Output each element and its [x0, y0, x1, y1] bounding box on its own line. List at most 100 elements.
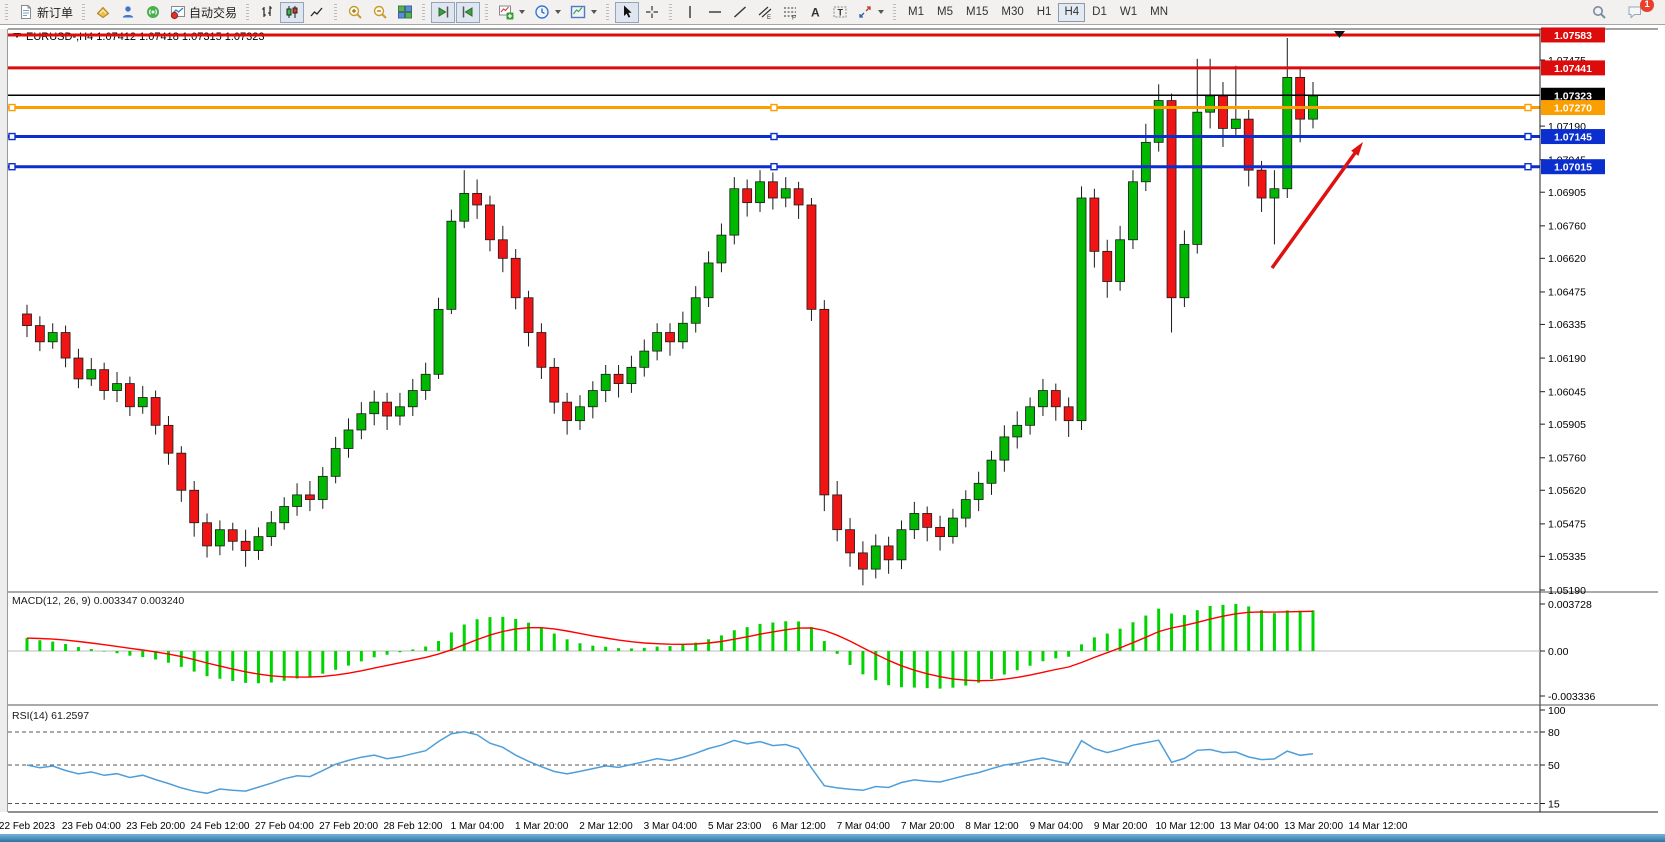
time-label: 27 Feb 20:00	[319, 821, 378, 832]
shapes-icon	[859, 6, 871, 18]
line-handle[interactable]	[1524, 103, 1532, 112]
toolbar-group	[245, 1, 333, 23]
horizontal-line-button[interactable]	[703, 2, 727, 23]
timeframe-d1-button[interactable]: D1	[1092, 6, 1107, 18]
label-button[interactable]: T	[828, 2, 852, 23]
signals-button[interactable]	[141, 2, 165, 23]
line-handle[interactable]	[8, 162, 16, 171]
timeframe-h4-button[interactable]: H4	[1058, 2, 1086, 22]
svg-text:1.05905: 1.05905	[1548, 419, 1586, 431]
crosshair-button[interactable]	[640, 2, 664, 23]
trendline-button[interactable]	[728, 2, 752, 23]
search-button[interactable]	[1587, 2, 1611, 23]
time-label: 3 Mar 04:00	[644, 821, 698, 832]
time-label: 27 Feb 04:00	[255, 821, 314, 832]
label-icon: T	[833, 6, 847, 18]
line-handle[interactable]	[1524, 162, 1532, 171]
rsi-indicator-value: 61.2597	[51, 710, 90, 722]
price-badge-1.07323: 1.07323	[1554, 90, 1592, 102]
periods-button[interactable]	[530, 2, 565, 23]
chart-shift-marker[interactable]	[1334, 31, 1345, 38]
auto-scroll-button[interactable]	[431, 1, 456, 23]
vertical-line-button[interactable]	[678, 2, 702, 23]
zoom-in-button[interactable]	[343, 2, 367, 23]
svg-text:1.06760: 1.06760	[1548, 221, 1586, 233]
timeframe-w1-button[interactable]: W1	[1119, 6, 1138, 18]
shapes-button[interactable]	[853, 2, 888, 23]
time-label: 23 Feb 20:00	[126, 821, 185, 832]
time-label: 22 Feb 2023	[0, 821, 56, 832]
line-chart-button[interactable]	[305, 2, 329, 23]
time-label: 13 Mar 20:00	[1284, 821, 1343, 832]
zoom-out-button[interactable]	[368, 2, 392, 23]
chart-shift-button[interactable]	[456, 1, 481, 23]
svg-text:15: 15	[1548, 798, 1560, 810]
equidistant-channel-button[interactable]: E	[753, 2, 777, 23]
svg-text:1.06475: 1.06475	[1548, 287, 1586, 299]
time-label: 7 Mar 04:00	[837, 821, 891, 832]
zoom-out-icon	[373, 5, 387, 19]
line-handle[interactable]	[8, 103, 16, 112]
tile-windows-icon	[398, 5, 413, 19]
timeframe-m15-button[interactable]: M15	[966, 6, 989, 18]
new-order-button-label: 新订单	[37, 5, 74, 20]
text-button[interactable]: A	[803, 2, 827, 23]
market-gold-button[interactable]	[91, 2, 115, 23]
line-handle[interactable]	[770, 132, 778, 141]
community-button[interactable]	[116, 2, 140, 23]
line-handle[interactable]	[770, 162, 778, 171]
svg-text:1.05190: 1.05190	[1548, 585, 1586, 597]
macd-histogram	[25, 604, 1315, 689]
timeframe-m30-button[interactable]: M30	[1001, 6, 1024, 18]
bar-chart-icon	[262, 6, 272, 17]
toolbar-group	[484, 2, 605, 23]
vertical-line-icon	[689, 6, 691, 18]
time-label: 8 Mar 12:00	[965, 821, 1019, 832]
timeframe-m1-button[interactable]: M1	[908, 6, 925, 18]
line-handle[interactable]	[1524, 132, 1532, 141]
price-badge-1.07145: 1.07145	[1554, 132, 1592, 144]
candlesticks	[22, 37, 1318, 586]
bar-chart-button[interactable]	[255, 2, 279, 23]
chevron-down-icon	[519, 10, 526, 14]
chart-title: EURUSD-,H4 1.07412 1.07418 1.07315 1.073…	[26, 31, 265, 43]
price-badge-1.07583: 1.07583	[1554, 30, 1592, 42]
candlestick-chart-button[interactable]	[280, 1, 305, 23]
toolbar-group	[333, 2, 421, 23]
time-label: 7 Mar 20:00	[901, 821, 955, 832]
line-handle[interactable]	[8, 132, 16, 141]
templates-button[interactable]	[566, 2, 601, 23]
timeframe-m5-button[interactable]: M5	[937, 6, 953, 18]
timeframe-mn-button[interactable]: MN	[1150, 6, 1168, 18]
left-gutter	[0, 29, 7, 812]
cursor-button[interactable]	[615, 1, 640, 23]
line-handle[interactable]	[770, 103, 778, 112]
text-icon: A	[811, 6, 820, 20]
svg-text:-0.003336: -0.003336	[1548, 691, 1595, 703]
chart-area[interactable]: EURUSD-,H4 1.07412 1.07418 1.07315 1.073…	[0, 26, 1665, 842]
time-axis: 22 Feb 2023 23 Feb 04:00 23 Feb 20:00 24 Fe…	[0, 821, 1408, 832]
fibonacci-button[interactable]: F	[778, 2, 802, 23]
svg-text:E: E	[767, 15, 771, 20]
price-chart[interactable]: EURUSD-,H4 1.07412 1.07418 1.07315 1.073…	[0, 26, 1665, 842]
trend-arrow[interactable]	[1270, 142, 1363, 270]
svg-text:0.003728: 0.003728	[1548, 599, 1592, 611]
toolbar-group: 自动交易	[81, 2, 245, 23]
horizontal-line-icon	[709, 11, 722, 13]
timeframe-h1-button[interactable]: H1	[1036, 6, 1052, 18]
chevron-down-icon	[878, 10, 885, 14]
tile-windows-button[interactable]	[393, 2, 417, 23]
time-label: 28 Feb 12:00	[384, 821, 443, 832]
chat-button[interactable]: 1	[1623, 0, 1654, 23]
autotrading-button[interactable]: 自动交易	[166, 2, 241, 23]
rsi-line	[26, 731, 1314, 795]
indicators-button[interactable]	[494, 2, 529, 23]
notification-badge: 1	[1640, 0, 1654, 12]
autotrading-button-label: 自动交易	[189, 5, 238, 20]
price-line-objects	[8, 33, 1540, 171]
candlestick-icon	[286, 6, 298, 18]
new-order-button[interactable]: 新订单	[14, 2, 77, 23]
time-label: 23 Feb 04:00	[62, 821, 121, 832]
